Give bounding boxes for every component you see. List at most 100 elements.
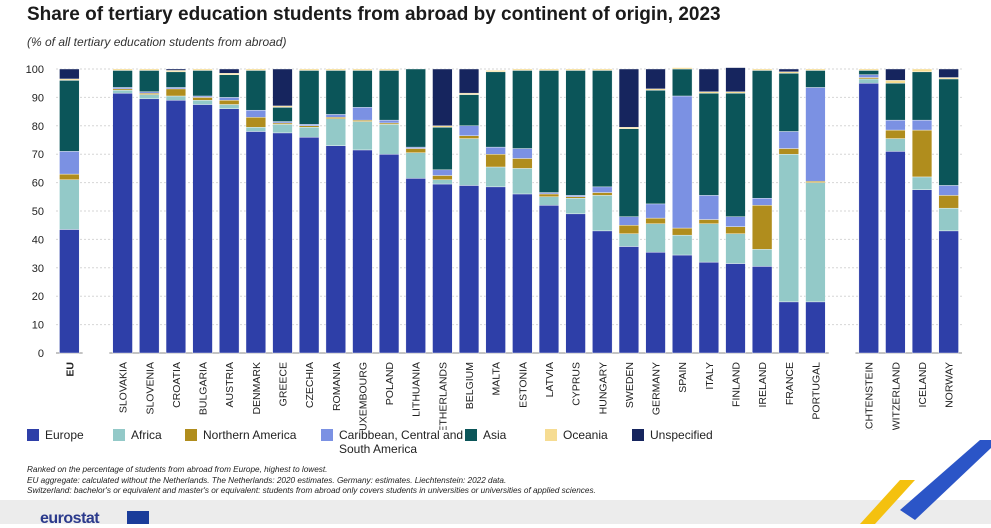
bar-slovenia-oceania (139, 68, 160, 71)
bar-france-africa (778, 153, 799, 303)
bar-portugal-asia (805, 70, 826, 88)
bar-denmark-asia (245, 70, 266, 111)
legend-item-asia: Asia (465, 428, 623, 442)
note-ranking: Ranked on the percentage of students fro… (27, 465, 328, 474)
bar-finland-caribbean-central-and-south-america (725, 216, 746, 227)
y-tick-label-100: 100 (26, 64, 44, 76)
x-tick-label-lithuania: LITHUANIA (411, 362, 423, 417)
bar-hungary-asia (592, 70, 613, 188)
bar-ireland-africa (752, 249, 773, 267)
bar-germany-caribbean-central-and-south-america (645, 203, 666, 219)
bar-norway-asia (938, 78, 959, 186)
bar-bulgaria-africa (192, 100, 213, 105)
bar-germany-asia (645, 90, 666, 205)
bar-eu-unspecified (59, 68, 80, 80)
bar-switzerland-oceania (885, 80, 906, 84)
bar-romania-oceania (325, 68, 346, 71)
bar-switzerland-asia (885, 82, 906, 121)
stacked-bar-chart: 0 10 20 30 40 50 60 70 80 90 100 EU SLOVAKIA SLOVENIA… (26, 64, 962, 430)
bar-romania-northern-america (325, 117, 346, 119)
bar-slovakia-europe (112, 92, 133, 354)
x-tick-label-greece: GREECE (278, 362, 290, 406)
bar-iceland-europe (911, 189, 933, 354)
bar-eu-caribbean-central-and-south-america (59, 151, 80, 175)
bar-cyprus-oceania (565, 68, 586, 71)
bar-france-northern-america (778, 148, 799, 155)
bar-eu-africa (59, 179, 80, 230)
bar-italy-oceania (698, 91, 719, 94)
bar-romania-caribbean-central-and-south-america (325, 114, 346, 118)
legend-label: Asia (483, 428, 507, 442)
bar-belgium-europe (458, 185, 480, 354)
bar-italy-caribbean-central-and-south-america (698, 195, 719, 220)
bar-hungary-africa (592, 195, 613, 232)
chart-notes: Ranked on the percentage of students fro… (27, 465, 596, 497)
bar-finland-asia (725, 92, 746, 217)
bar-malta-europe (485, 186, 506, 354)
bar-sweden-asia (618, 128, 639, 217)
x-tick-label-finland: FINLAND (731, 362, 743, 407)
bar-slovenia-europe (139, 98, 160, 354)
bar-hungary-europe (592, 230, 613, 354)
bar-cyprus-asia (565, 70, 586, 196)
bar-bulgaria-oceania (192, 68, 213, 71)
bar-germany-europe (645, 251, 666, 354)
bar-poland-africa (379, 124, 400, 155)
x-tick-label-romania: ROMANIA (331, 362, 343, 411)
bar-ireland-asia (752, 70, 773, 199)
bar-france-europe (778, 301, 799, 354)
x-tick-label-poland: POLAND (384, 362, 396, 406)
bar-malta-caribbean-central-and-south-america (485, 146, 506, 155)
legend-label: Europe (45, 428, 84, 442)
bar-slovakia-asia (112, 70, 133, 88)
bar-spain-europe (672, 254, 693, 354)
legend-swatch (27, 429, 39, 441)
bar-sweden-northern-america (618, 224, 639, 234)
bar-norway-oceania (938, 77, 959, 80)
legend-label: Oceania (563, 428, 608, 442)
legend-item-europe: Europe (27, 428, 185, 442)
bar-estonia-africa (512, 168, 533, 195)
bar-czechia-africa (299, 127, 320, 138)
bar-croatia-europe (165, 100, 186, 354)
bar-greece-oceania (272, 105, 293, 108)
x-tick-label-malta: MALTA (491, 362, 503, 395)
bar-czechia-asia (299, 70, 320, 125)
bar-spain-caribbean-central-and-south-america (672, 95, 693, 229)
bar-croatia-northern-america (165, 88, 186, 97)
bar-greece-asia (272, 107, 293, 122)
bar-lithuania-europe (405, 178, 426, 354)
legend-item-northern-america: Northern America (185, 428, 343, 442)
legend-item-caribbean-central-and-south-america: Caribbean, Central and South America (321, 428, 479, 456)
x-tick-label-germany: GERMANY (651, 362, 663, 415)
bar-bulgaria-caribbean-central-and-south-america (192, 95, 213, 98)
bar-netherlands-northern-america (432, 175, 453, 180)
bar-switzerland-africa (885, 138, 906, 152)
bar-bulgaria-northern-america (192, 97, 213, 101)
bar-iceland-northern-america (911, 129, 933, 178)
bar-switzerland-unspecified (885, 68, 906, 81)
bar-eu-asia (59, 80, 80, 152)
bar-finland-europe (725, 263, 746, 354)
y-tick-label-80: 80 (32, 121, 44, 133)
x-tick-label-france: FRANCE (784, 362, 796, 405)
bar-poland-oceania (379, 68, 400, 71)
bar-spain-northern-america (672, 227, 693, 236)
bar-luxembourg-caribbean-central-and-south-america (352, 107, 373, 121)
bar-austria-northern-america (219, 100, 240, 105)
legend-swatch (321, 429, 333, 441)
bar-germany-africa (645, 223, 666, 253)
bar-lithuania-caribbean-central-and-south-america (405, 146, 426, 149)
bar-bulgaria-asia (192, 70, 213, 97)
bar-greece-caribbean-central-and-south-america (272, 121, 293, 124)
legend-swatch (465, 429, 477, 441)
y-tick-label-70: 70 (32, 149, 44, 161)
bar-slovenia-africa (139, 94, 160, 100)
bar-cyprus-caribbean-central-and-south-america (565, 195, 586, 198)
bar-malta-africa (485, 166, 506, 188)
x-tick-label-cyprus: CYPRUS (571, 362, 583, 406)
legend-label: Unspecified (650, 428, 713, 442)
bar-iceland-africa (911, 176, 933, 190)
bar-belgium-caribbean-central-and-south-america (458, 125, 480, 136)
bar-ireland-europe (752, 266, 773, 354)
